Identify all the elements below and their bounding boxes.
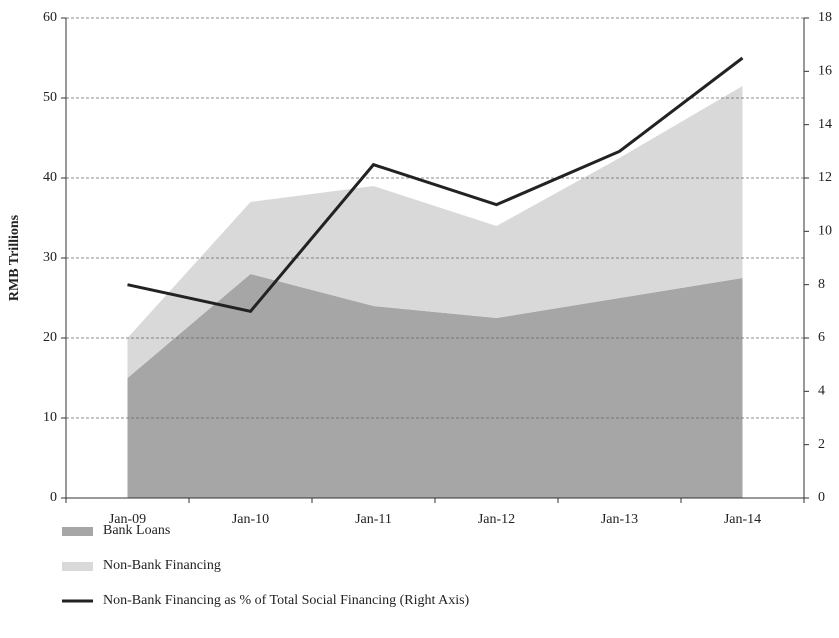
legend-label: Bank Loans	[103, 523, 170, 538]
y2-tick-label: 2	[818, 437, 825, 452]
y2-tick-label: 6	[818, 330, 825, 345]
y2-tick-label: 8	[818, 277, 825, 292]
y2-tick-label: 14	[818, 117, 832, 132]
y2-tick-label: 18	[818, 10, 832, 25]
y2-tick-label: 12	[818, 170, 832, 185]
x-tick-label: Jan-09	[109, 512, 146, 527]
y-axis-title: RMB Trillions	[7, 214, 22, 301]
x-tick-label: Jan-12	[478, 512, 515, 527]
legend-label: Non-Bank Financing	[103, 558, 221, 573]
legend-swatch	[62, 527, 93, 536]
y-tick-label: 60	[43, 10, 57, 25]
x-tick-label: Jan-11	[355, 512, 392, 527]
y2-tick-label: 0	[818, 490, 825, 505]
area	[127, 86, 743, 378]
y-tick-label: 10	[43, 410, 57, 425]
legend-label: Non-Bank Financing as % of Total Social …	[103, 593, 470, 608]
y-tick-label: 0	[50, 490, 57, 505]
x-tick-label: Jan-10	[232, 512, 269, 527]
y-tick-label: 40	[43, 170, 57, 185]
line	[127, 56, 744, 313]
x-tick-label: Jan-14	[724, 512, 761, 527]
area	[127, 274, 743, 498]
y2-tick-label: 4	[818, 384, 825, 399]
y2-tick-label: 10	[818, 224, 832, 239]
x-tick-label: Jan-13	[601, 512, 638, 527]
y-tick-label: 20	[43, 330, 57, 345]
y-tick-label: 30	[43, 250, 57, 265]
y-tick-label: 50	[43, 90, 57, 105]
y2-tick-label: 16	[818, 64, 832, 79]
legend-swatch	[62, 562, 93, 571]
